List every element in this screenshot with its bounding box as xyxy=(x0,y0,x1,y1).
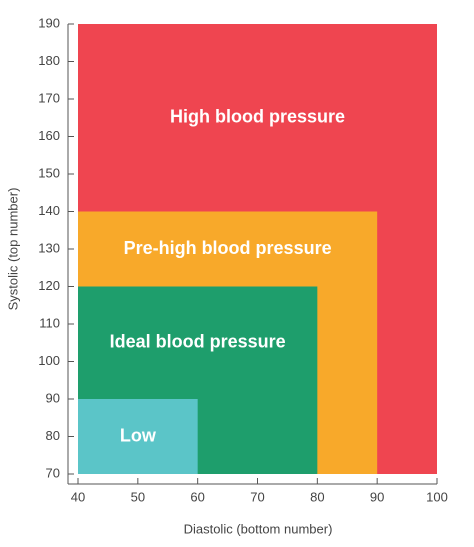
y-tick-label: 160 xyxy=(38,128,60,143)
x-tick-label: 80 xyxy=(310,489,324,504)
region xyxy=(78,399,198,474)
y-tick-label: 130 xyxy=(38,240,60,255)
x-tick-label: 100 xyxy=(426,489,448,504)
y-tick-label: 180 xyxy=(38,53,60,68)
y-tick-label: 150 xyxy=(38,165,60,180)
y-tick-label: 140 xyxy=(38,203,60,218)
x-tick-label: 90 xyxy=(370,489,384,504)
region-label: Low xyxy=(120,425,157,445)
y-axis-label: Systolic (top number) xyxy=(5,188,20,311)
region-label: High blood pressure xyxy=(170,107,345,127)
x-tick-label: 70 xyxy=(250,489,264,504)
y-tick-label: 80 xyxy=(46,428,60,443)
x-tick-label: 40 xyxy=(71,489,85,504)
y-tick-label: 90 xyxy=(46,390,60,405)
y-tick-label: 170 xyxy=(38,90,60,105)
x-axis-label: Diastolic (bottom number) xyxy=(184,521,333,536)
y-tick-label: 100 xyxy=(38,353,60,368)
y-tick-label: 110 xyxy=(39,315,60,330)
region-label: Pre-high blood pressure xyxy=(124,238,332,258)
x-tick-label: 50 xyxy=(131,489,145,504)
y-tick-label: 190 xyxy=(38,15,60,30)
x-tick-label: 60 xyxy=(190,489,204,504)
y-tick-label: 120 xyxy=(38,278,60,293)
y-tick-label: 70 xyxy=(46,465,60,480)
region-label: Ideal blood pressure xyxy=(110,332,286,352)
